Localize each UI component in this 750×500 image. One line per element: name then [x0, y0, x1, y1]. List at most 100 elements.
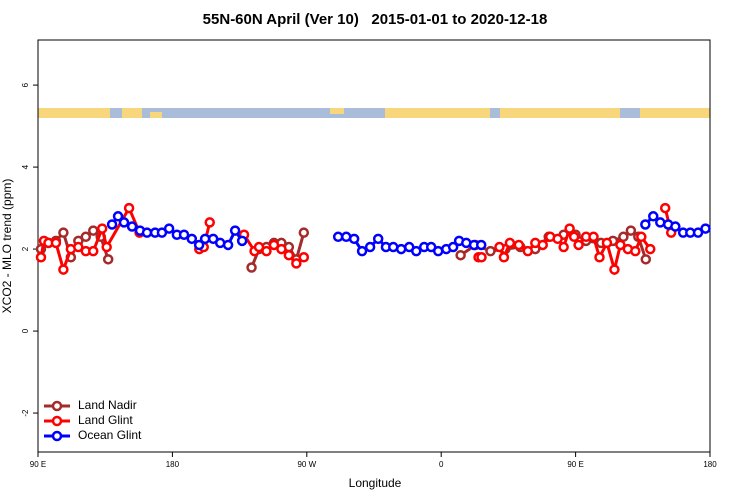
land-strip — [38, 108, 110, 118]
point — [372, 233, 384, 245]
point — [504, 237, 516, 249]
point — [229, 225, 241, 236]
point — [573, 239, 584, 251]
point — [186, 233, 198, 245]
point — [522, 245, 534, 257]
map-strip — [38, 108, 710, 118]
legend-marker — [51, 415, 63, 427]
point — [645, 243, 656, 255]
point — [475, 239, 487, 251]
point — [101, 241, 112, 253]
point — [640, 219, 651, 230]
point — [96, 223, 108, 234]
chart-title: 55N-60N April (Ver 10) 2015-01-01 to 202… — [203, 11, 548, 28]
point — [204, 217, 215, 228]
point — [659, 202, 671, 214]
land-strip — [330, 108, 344, 114]
point — [268, 239, 280, 251]
x-tick-label: 90 E — [30, 460, 46, 469]
point — [630, 245, 641, 257]
point — [73, 241, 84, 253]
y-tick-label: -2 — [21, 409, 30, 417]
point — [455, 249, 466, 261]
point — [395, 243, 407, 255]
point — [625, 225, 637, 236]
legend-label: Ocean Glint — [78, 428, 142, 442]
land-strip — [122, 108, 142, 118]
point — [594, 252, 605, 263]
x-tick-label: 90 E — [567, 460, 583, 469]
point — [283, 249, 295, 261]
point — [640, 254, 652, 265]
point — [564, 223, 575, 234]
point — [253, 241, 265, 253]
point — [126, 221, 138, 232]
point — [476, 252, 487, 263]
point — [50, 237, 62, 249]
point — [648, 211, 659, 222]
legend-label: Land Glint — [78, 413, 133, 427]
y-tick-label: 4 — [21, 164, 30, 169]
land-strip — [385, 108, 490, 118]
x-tick-label: 180 — [703, 460, 717, 469]
point — [291, 258, 302, 269]
y-tick-label: 0 — [21, 328, 30, 333]
point — [485, 245, 496, 257]
point — [88, 245, 99, 257]
point — [670, 221, 681, 232]
point — [348, 233, 360, 245]
land-strip — [640, 108, 710, 118]
point — [141, 227, 153, 238]
point — [432, 245, 444, 257]
legend-marker — [51, 430, 63, 442]
point — [222, 239, 234, 251]
point — [700, 223, 711, 234]
point — [601, 237, 613, 249]
point — [332, 231, 344, 243]
point — [364, 241, 376, 253]
ocean-strip — [38, 108, 710, 118]
y-tick-label: 2 — [21, 246, 30, 251]
point — [609, 264, 620, 275]
y-tick-label: 6 — [21, 82, 30, 87]
point — [118, 217, 130, 228]
point — [411, 245, 422, 257]
legend-label: Land Nadir — [78, 398, 137, 412]
point — [58, 264, 69, 275]
point — [276, 243, 287, 255]
point — [193, 239, 205, 251]
point — [298, 252, 310, 263]
point — [199, 233, 211, 245]
point — [106, 219, 118, 230]
land-strip — [150, 112, 162, 118]
point — [178, 229, 190, 240]
land-strip — [500, 108, 620, 118]
point — [246, 262, 257, 273]
point — [568, 231, 580, 243]
point — [615, 239, 626, 251]
point — [88, 225, 99, 236]
point — [498, 252, 510, 263]
point — [356, 245, 368, 257]
point — [112, 211, 124, 222]
point — [636, 231, 647, 243]
point — [588, 231, 599, 243]
point — [552, 233, 563, 245]
x-tick-label: 180 — [166, 460, 180, 469]
x-tick-label: 0 — [439, 460, 444, 469]
point — [513, 239, 525, 251]
point — [558, 241, 569, 253]
point — [494, 241, 505, 253]
point — [163, 223, 175, 234]
point — [58, 227, 69, 238]
point — [618, 231, 629, 243]
x-tick-label: 90 W — [297, 460, 316, 469]
point — [236, 235, 248, 247]
point — [537, 239, 548, 251]
point — [80, 231, 92, 243]
legend-marker — [51, 400, 63, 412]
point — [692, 227, 704, 238]
x-axis-label: Longitude — [349, 476, 402, 490]
point — [261, 245, 272, 257]
